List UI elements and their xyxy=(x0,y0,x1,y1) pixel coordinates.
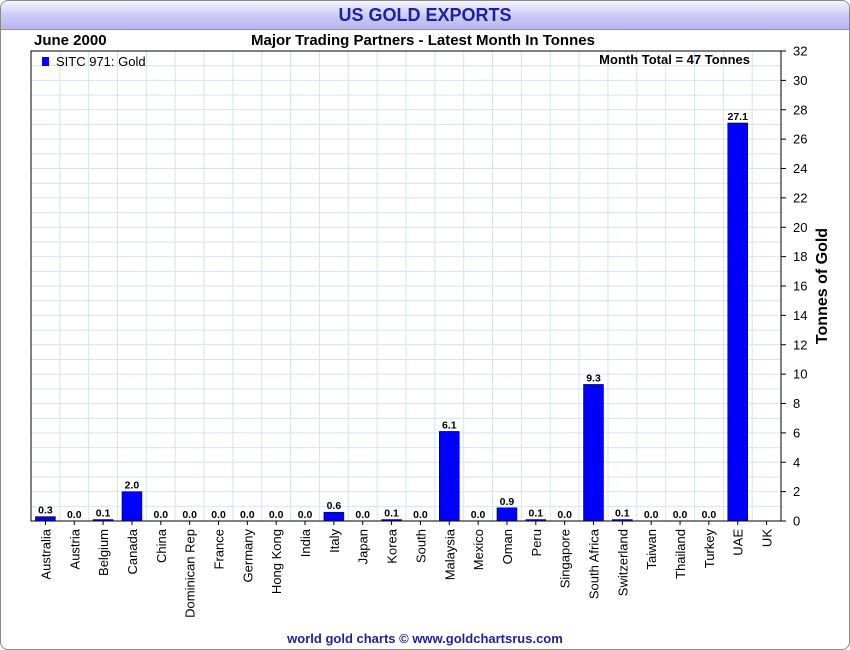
x-tick-label: Peru xyxy=(529,529,544,556)
chart-subtitle: Major Trading Partners - Latest Month In… xyxy=(251,32,595,49)
x-tick-label: Mexico xyxy=(471,529,486,570)
data-label: 0.0 xyxy=(240,509,255,521)
data-label: 27.1 xyxy=(728,111,749,123)
bar xyxy=(496,507,518,522)
bar xyxy=(35,516,56,522)
x-tick-label: Malaysia xyxy=(442,528,457,580)
y-tick-label: 18 xyxy=(793,249,807,264)
data-label: 0.6 xyxy=(327,500,342,512)
x-tick-label: Canada xyxy=(125,528,140,574)
y-tick-label: 6 xyxy=(793,425,800,440)
bar xyxy=(439,431,460,522)
y-tick-label: 10 xyxy=(793,367,807,382)
data-label: 0.9 xyxy=(500,496,515,508)
x-tick-label: South xyxy=(413,529,428,563)
x-tick-label: Turkey xyxy=(702,529,717,569)
y-tick-label: 24 xyxy=(793,161,807,176)
x-tick-label: Japan xyxy=(356,529,371,564)
data-label: 0.0 xyxy=(413,509,428,521)
x-tick-labels: Australia Austria Belgium Canada China Domini… xyxy=(38,521,775,618)
data-label: 0.0 xyxy=(673,509,688,521)
y-tick-label: 30 xyxy=(793,73,807,88)
data-label: 0.0 xyxy=(557,509,572,521)
chart-title: US GOLD EXPORTS xyxy=(338,5,512,25)
x-tick-label: Italy xyxy=(327,529,342,553)
grid-lines xyxy=(31,51,781,521)
data-label: 6.1 xyxy=(442,419,457,431)
data-label: 0.1 xyxy=(529,508,544,520)
data-label: 0.0 xyxy=(154,509,169,521)
x-tick-label: Hong Kong xyxy=(269,529,284,594)
y-tick-label: 2 xyxy=(793,484,800,499)
bar xyxy=(727,122,748,522)
data-label: 0.0 xyxy=(211,509,226,521)
data-label: 0.0 xyxy=(355,509,370,521)
data-label: 0.0 xyxy=(644,509,659,521)
legend-swatch xyxy=(42,57,49,66)
y-tick-label: 26 xyxy=(793,132,807,147)
x-tick-label: India xyxy=(298,528,313,557)
legend-label: SITC 971: Gold xyxy=(56,54,146,69)
y-tick-label: 8 xyxy=(793,396,800,411)
data-label: 0.1 xyxy=(384,508,399,520)
x-tick-label: Belgium xyxy=(96,529,111,576)
bar xyxy=(323,511,345,522)
x-tick-label: France xyxy=(212,529,227,569)
data-label: 0.0 xyxy=(182,509,197,521)
y-tick-label: 14 xyxy=(793,308,807,323)
footer-credit: world gold charts © www.goldchartsrus.co… xyxy=(287,631,563,646)
data-label: 0.0 xyxy=(471,509,486,521)
data-label: 0.0 xyxy=(269,509,284,521)
legend: SITC 971: Gold xyxy=(42,54,146,69)
plot-border xyxy=(30,50,782,522)
bar xyxy=(121,491,143,522)
y-tick-label: 0 xyxy=(793,514,800,529)
data-label: 0.0 xyxy=(67,509,82,521)
x-tick-label: Switzerland xyxy=(615,529,630,596)
x-tick-label: Oman xyxy=(500,529,515,564)
x-tick-label: Germany xyxy=(240,529,255,583)
data-label: 0.1 xyxy=(615,508,630,520)
y-tick-label: 22 xyxy=(793,190,807,205)
x-tick-label: Dominican Rep xyxy=(183,529,198,618)
y-tick-label: 16 xyxy=(793,279,807,294)
y-tick-label: 20 xyxy=(793,220,807,235)
bars xyxy=(35,122,748,522)
x-tick-label: Thailand xyxy=(673,529,688,579)
month-total-annotation: Month Total = 47 Tonnes xyxy=(599,52,750,67)
data-labels: 0.3 0.0 0.1 2.0 0.0 0.0 0.0 0.0 0.0 0.0 0.6 0.0 0.1 0… xyxy=(38,111,748,521)
x-tick-label: Taiwan xyxy=(644,529,659,569)
y-axis-label: Tonnes of Gold xyxy=(814,228,831,344)
x-tick-label: UAE xyxy=(731,529,746,556)
y-tick-label: 32 xyxy=(793,44,807,59)
x-tick-label: UK xyxy=(760,529,775,547)
data-label: 2.0 xyxy=(125,480,140,492)
x-tick-label: Austria xyxy=(67,528,82,569)
x-tick-label: Korea xyxy=(385,528,400,563)
chart-svg: 0.3 0.0 0.1 2.0 0.0 0.0 0.0 0.0 0.0 0.0 0.6 0.0 0.1 0… xyxy=(30,44,831,618)
data-label: 0.0 xyxy=(702,509,717,521)
y-tick-label: 4 xyxy=(793,455,800,470)
data-label: 9.3 xyxy=(586,372,601,384)
bar xyxy=(583,384,604,522)
y-tick-label: 12 xyxy=(793,337,807,352)
x-tick-label: China xyxy=(154,528,169,563)
y-tick-label: 28 xyxy=(793,102,807,117)
x-tick-label: Singapore xyxy=(558,529,573,588)
x-tick-label: Australia xyxy=(38,528,53,579)
data-label: 0.0 xyxy=(298,509,313,521)
date-label: June 2000 xyxy=(34,32,107,49)
data-label: 0.1 xyxy=(96,508,111,520)
x-tick-label: South Africa xyxy=(587,528,602,599)
data-label: 0.3 xyxy=(38,505,53,517)
title-bar: US GOLD EXPORTS xyxy=(1,1,849,30)
